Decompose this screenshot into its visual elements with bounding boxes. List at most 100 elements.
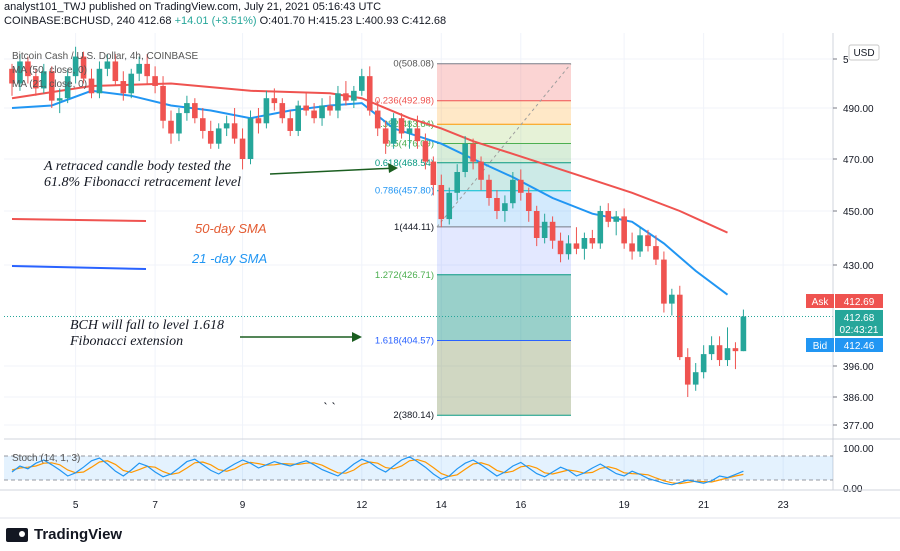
sma50-line	[11, 82, 728, 234]
candle-body-33	[271, 98, 278, 104]
fib-zone-8	[437, 340, 571, 416]
candle-body-82	[661, 259, 667, 304]
candle-body-5	[48, 71, 55, 101]
candle-body-64	[518, 179, 524, 193]
candle-body-21	[176, 113, 182, 134]
price-axis[interactable]: 5 490.00 470.00 450.00 430.00 396.00 386.00 377…	[832, 33, 874, 490]
candle-body-14	[120, 81, 127, 94]
stoch-k-line	[11, 456, 744, 486]
annotation-extension-line1: BCH will fall to level 1.618	[70, 318, 224, 333]
candle-body-75	[605, 211, 612, 222]
bid-label: Bid	[813, 341, 827, 352]
stoch-tick-0: 100.00	[843, 444, 874, 455]
legend-symbol: Bitcoin Cash / U.S. Dollar, 4h, COINBASE	[12, 51, 199, 62]
candle-body-39	[319, 105, 325, 119]
stoch-label: Stoch (14, 1, 3)	[12, 453, 80, 464]
publish-line: analyst101_TWJ published on TradingView.…	[4, 1, 382, 13]
fib-zone-7	[437, 274, 571, 341]
price-tick-1: 490.00	[843, 104, 874, 115]
candle-body-66	[533, 211, 540, 238]
last-price-bg	[835, 310, 883, 336]
fib-zone-1	[437, 100, 571, 125]
candle-countdown: 02:43:21	[840, 325, 879, 336]
fib-label-0: 0(508.08)	[393, 59, 434, 70]
candle-body-35	[287, 118, 294, 131]
fib-label-0.786: 0.786(457.80)	[375, 186, 434, 197]
candle-body-78	[629, 243, 635, 252]
candle-body-20	[168, 120, 174, 134]
candle-body-90	[724, 348, 731, 361]
ohlc-values: O:401.70 H:415.23 L:400.93 C:412.68	[259, 15, 447, 27]
price-tick-3: 450.00	[843, 207, 874, 218]
candle-body-31	[255, 118, 262, 124]
candle-body-69	[557, 240, 564, 255]
candle-body-19	[160, 85, 166, 121]
candle-body-42	[343, 93, 349, 101]
ask-label-bg	[806, 294, 834, 308]
currency-badge[interactable]	[848, 44, 880, 61]
candle-body-81	[653, 246, 659, 260]
symbol-line: COINBASE:BCHUSD, 240 412.68 +14.01 (+3.5…	[4, 15, 446, 27]
ask-label: Ask	[812, 297, 830, 308]
candle-body-43	[351, 90, 357, 101]
price-change: +14.01 (+3.51%)	[174, 15, 257, 27]
tradingview-brand[interactable]: TradingView	[6, 526, 122, 543]
fib-zone-3	[437, 143, 571, 163]
brand-name: TradingView	[34, 526, 123, 543]
bid-label-bg	[806, 338, 834, 352]
annotation-marks: ` `	[322, 401, 335, 416]
candle-body-34	[279, 103, 286, 119]
candle-body-77	[621, 216, 627, 244]
date-tick-7: 21	[698, 500, 710, 511]
candle-body-57	[462, 143, 468, 172]
candle-body-80	[645, 235, 651, 247]
candle-body-53	[430, 161, 437, 185]
candle-body-0	[9, 68, 15, 84]
candle-body-2	[25, 61, 31, 77]
candle-body-89	[716, 345, 723, 361]
ask-price: 412.69	[844, 297, 875, 308]
fib-label-0.382: 0.382(483.64)	[375, 119, 434, 130]
candle-body-24	[200, 118, 206, 131]
candle-body-68	[549, 221, 556, 241]
candle-body-8	[72, 56, 79, 77]
fib-zone-6	[437, 226, 571, 275]
annotation-retrace-line2: 61.8% Fibonacci retracement level	[44, 175, 241, 190]
candle-body-59	[478, 161, 484, 180]
candle-body-12	[104, 61, 111, 69]
arrow-retrace	[269, 163, 398, 175]
fib-label-1.272: 1.272(426.71)	[375, 270, 434, 281]
price-tick-5: 396.00	[843, 362, 874, 373]
candle-body-61	[494, 198, 500, 211]
tradingview-logo-icon	[6, 527, 28, 542]
annotation-retrace-line1: A retraced candle body tested the	[43, 159, 231, 174]
candle-body-65	[525, 192, 532, 211]
candle-body-23	[192, 103, 198, 119]
candle-body-32	[263, 98, 270, 124]
main-pane-bg	[0, 33, 833, 439]
candle-body-73	[589, 238, 596, 244]
date-axis[interactable]: 5 7 9 12 14 16 19 21 23	[0, 489, 900, 519]
candle-body-62	[502, 203, 508, 211]
candle-body-28	[231, 123, 238, 139]
candle-body-74	[597, 211, 604, 244]
candle-body-22	[184, 103, 190, 114]
candle-body-45	[366, 76, 373, 111]
candle-body-79	[637, 235, 643, 252]
fib-trend-line	[436, 63, 572, 228]
candle-body-47	[382, 128, 389, 144]
candle-body-7	[64, 76, 71, 99]
price-labels: USD Ask 412.69 412.68 02:43:21 Bid 412.4…	[12, 44, 883, 464]
candle-body-63	[510, 179, 516, 204]
candle-body-16	[136, 63, 142, 74]
candle-body-72	[581, 238, 588, 249]
bid-price-bg	[835, 338, 883, 352]
annotation-extension-line2: Fibonacci extension	[69, 334, 183, 349]
legend-ma50: MA (50, close, 0)	[12, 65, 87, 76]
ask-price-bg	[835, 294, 883, 308]
candle-body-76	[613, 216, 619, 222]
bid-price: 412.46	[844, 341, 875, 352]
candle-body-56	[454, 172, 460, 193]
candle-body-87	[700, 354, 707, 373]
